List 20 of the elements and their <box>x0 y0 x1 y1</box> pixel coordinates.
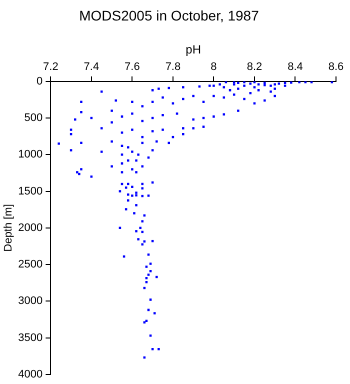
x-tick-label: 7.4 <box>84 60 100 73</box>
x-tick-label: 8.6 <box>328 60 344 73</box>
y-axis-title: Depth [m] <box>2 204 15 252</box>
y-tick-label: 3000 <box>18 295 43 308</box>
y-tick-label: 4000 <box>18 368 43 380</box>
x-tick-label: 7.6 <box>124 60 140 73</box>
y-tick-label: 1500 <box>18 185 43 198</box>
x-tick-label: 8 <box>210 60 217 73</box>
y-tick-label: 0 <box>36 75 43 88</box>
y-tick-label: 3500 <box>18 332 43 344</box>
y-tick-label: 500 <box>24 112 43 124</box>
x-tick-label: 8.2 <box>246 60 262 73</box>
x-tick-label: 8.4 <box>288 60 303 73</box>
x-tick-label: 7.2 <box>43 60 58 73</box>
x-tick-label: 7.8 <box>165 60 181 73</box>
y-tick-label: 2500 <box>18 258 43 271</box>
chart-title: MODS2005 in October, 1987 <box>79 7 260 24</box>
x-axis-title: pH <box>186 42 202 56</box>
y-tick-label: 1000 <box>18 148 43 161</box>
y-tick-label: 2000 <box>18 222 43 234</box>
